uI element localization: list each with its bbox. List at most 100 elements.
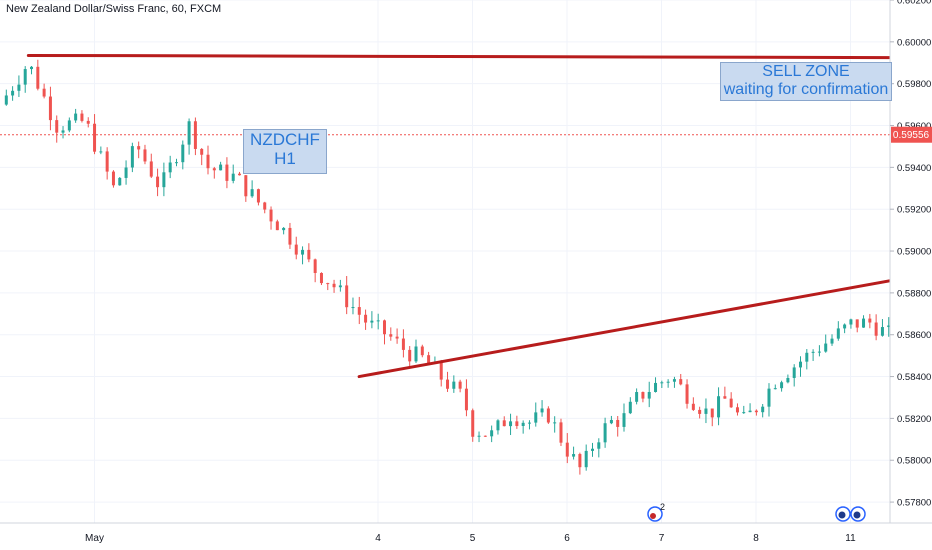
sell-zone-box[interactable]: SELL ZONE waiting for confirmation	[720, 62, 892, 101]
candle-down	[288, 227, 292, 245]
sell-zone-note: waiting for confirmation	[723, 81, 889, 98]
candle-up	[843, 324, 847, 329]
trendline-horizontal-resistance[interactable]	[26, 53, 932, 60]
y-tick-label: 0.59800	[897, 79, 931, 90]
candle-down	[874, 322, 878, 336]
candle-down	[710, 408, 714, 418]
candle-up	[773, 388, 777, 390]
candle-down	[93, 123, 97, 152]
candle-down	[48, 96, 52, 121]
candle-down	[80, 113, 84, 121]
pair-label-box[interactable]: NZDCHF H1	[243, 129, 327, 174]
candle-up	[792, 367, 796, 378]
y-tick-label: 0.59200	[897, 205, 931, 216]
candle-up	[130, 146, 134, 168]
candle-up	[282, 227, 286, 231]
candle-up	[849, 319, 853, 325]
y-tick-label: 0.59400	[897, 163, 931, 174]
candle-down	[364, 314, 368, 323]
candle-up	[219, 164, 223, 171]
candle-down	[256, 189, 260, 203]
candle-down	[483, 435, 487, 437]
candle-up	[836, 328, 840, 339]
candle-down	[427, 355, 431, 364]
candle-up	[118, 177, 122, 186]
y-tick-label: 0.58600	[897, 330, 931, 341]
candle-down	[471, 410, 475, 437]
candle-down	[395, 336, 399, 339]
candle-up	[11, 90, 15, 96]
event-flags[interactable]	[835, 506, 866, 522]
candle-up	[414, 346, 418, 362]
candle-down	[326, 283, 330, 285]
candle-up	[181, 144, 185, 163]
candle-down	[42, 88, 46, 97]
candle-up	[231, 173, 235, 181]
candle-down	[565, 442, 569, 457]
candle-up	[30, 66, 34, 70]
candle-down	[729, 398, 733, 408]
candle-down	[137, 146, 141, 150]
trendline-rising-support[interactable]	[357, 63, 932, 379]
x-tick-label: 4	[375, 533, 381, 544]
candle-down	[685, 384, 689, 404]
candle-up	[168, 162, 172, 173]
time-axis[interactable]: May45678111213	[85, 533, 932, 544]
candle-down	[735, 407, 739, 413]
candle-down	[149, 161, 153, 177]
candle-up	[811, 351, 815, 353]
candle-up	[162, 172, 166, 188]
candle-down	[193, 121, 197, 149]
candle-down	[446, 379, 450, 389]
candle-down	[111, 171, 115, 186]
candle-down	[546, 408, 550, 423]
candle-up	[717, 396, 721, 418]
trendlines[interactable]	[26, 53, 932, 379]
candle-up	[527, 422, 531, 424]
candle-down	[332, 283, 336, 288]
candle-down	[307, 249, 311, 260]
candle-up	[622, 413, 626, 427]
candle-up	[534, 412, 538, 423]
event-badge[interactable]: 2	[647, 502, 665, 522]
candle-down	[263, 202, 267, 210]
candle-down	[36, 66, 40, 89]
candle-up	[786, 377, 790, 383]
sell-zone-label: SELL ZONE	[762, 63, 850, 80]
candle-up	[635, 392, 639, 402]
candle-down	[382, 320, 386, 335]
candle-down	[616, 419, 620, 427]
candle-up	[250, 189, 254, 197]
candle-up	[521, 422, 525, 426]
last-price-value: 0.59556	[893, 130, 930, 141]
candle-up	[597, 442, 601, 449]
candle-up	[301, 249, 305, 255]
candle-up	[124, 167, 128, 178]
candle-up	[590, 448, 594, 451]
candle-down	[401, 338, 405, 350]
candle-down	[105, 151, 109, 172]
candle-up	[830, 338, 834, 344]
candle-up	[496, 420, 500, 431]
candle-down	[855, 319, 859, 328]
pair-label: NZDCHF	[250, 130, 320, 149]
candle-up	[540, 408, 544, 413]
candle-up	[805, 352, 809, 362]
candle-down	[698, 409, 702, 414]
candle-up	[187, 121, 191, 145]
candle-down	[156, 176, 160, 188]
candle-down	[559, 422, 563, 443]
candle-down	[408, 349, 412, 362]
candle-up	[817, 351, 821, 353]
candle-down	[464, 388, 468, 411]
candle-up	[4, 95, 8, 105]
candle-down	[389, 334, 393, 337]
y-tick-label: 0.59000	[897, 247, 931, 258]
candle-up	[376, 320, 380, 322]
price-axis[interactable]: 0.60200 0.60000 0.59800 0.59600 0.59400 0.592…	[890, 0, 931, 509]
candle-up	[370, 320, 374, 323]
candle-down	[578, 454, 582, 468]
candle-down	[238, 173, 242, 176]
y-tick-label: 0.57800	[897, 498, 931, 509]
candle-down	[515, 421, 519, 426]
